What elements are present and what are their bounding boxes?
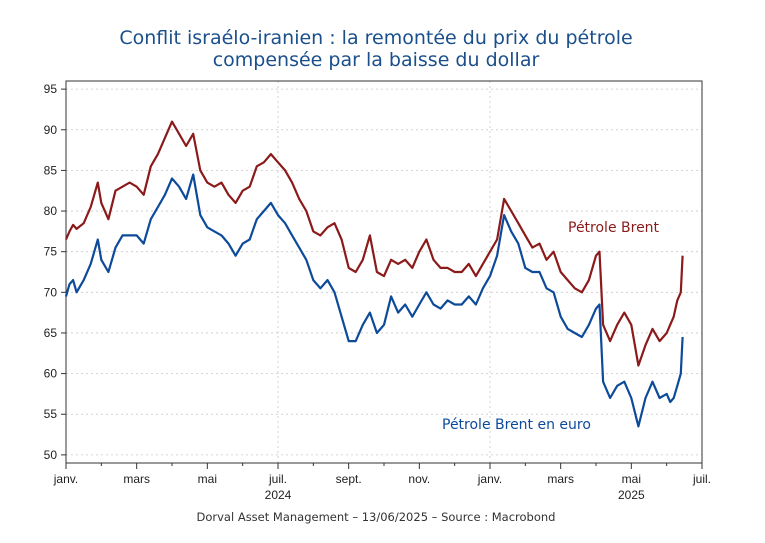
x-tick-label: mars bbox=[123, 472, 150, 486]
y-tick-label: 95 bbox=[44, 82, 58, 96]
y-tick-label: 75 bbox=[44, 245, 58, 259]
x-tick-label: mai bbox=[198, 472, 217, 486]
axis-layer: 50 55 60 65 70 75 80 85 90 95 janv. mars mai juil. sep… bbox=[44, 80, 711, 502]
x-tick-label: janv. bbox=[477, 472, 502, 486]
series-label-brent-euro: Pétrole Brent en euro bbox=[442, 417, 591, 433]
x-tick-label: mai bbox=[622, 472, 641, 486]
chart-title-line-1: Conflit israélo-iranien : la remontée du… bbox=[119, 27, 632, 49]
chart-footer: Dorval Asset Management – 13/06/2025 – S… bbox=[197, 510, 556, 524]
x-tick-label: juil. bbox=[692, 472, 711, 486]
y-tick-label: 70 bbox=[44, 285, 58, 299]
x-tick-label: juil. bbox=[268, 472, 287, 486]
x-year-label: 2025 bbox=[618, 488, 645, 502]
x-tick-label: nov. bbox=[408, 472, 430, 486]
x-tick-label: sept. bbox=[336, 472, 362, 486]
plot-frame bbox=[65, 80, 703, 464]
series-label-brent: Pétrole Brent bbox=[568, 220, 660, 236]
x-tick-label: mars bbox=[547, 472, 574, 486]
grid-layer bbox=[66, 81, 703, 463]
series-layer bbox=[64, 120, 684, 428]
series-line-brent bbox=[64, 120, 684, 367]
series-line-brent-euro bbox=[64, 173, 684, 428]
y-tick-label: 85 bbox=[44, 163, 58, 177]
y-tick-label: 80 bbox=[44, 204, 58, 218]
x-tick-label: janv. bbox=[53, 472, 78, 486]
y-tick-label: 55 bbox=[44, 407, 58, 421]
chart-title-line-2: compensée par la baisse du dollar bbox=[213, 49, 540, 71]
y-tick-label: 50 bbox=[44, 448, 58, 462]
x-year-label: 2024 bbox=[265, 488, 292, 502]
y-tick-label: 60 bbox=[44, 367, 58, 381]
y-tick-label: 65 bbox=[44, 326, 58, 340]
y-tick-label: 90 bbox=[44, 123, 58, 137]
